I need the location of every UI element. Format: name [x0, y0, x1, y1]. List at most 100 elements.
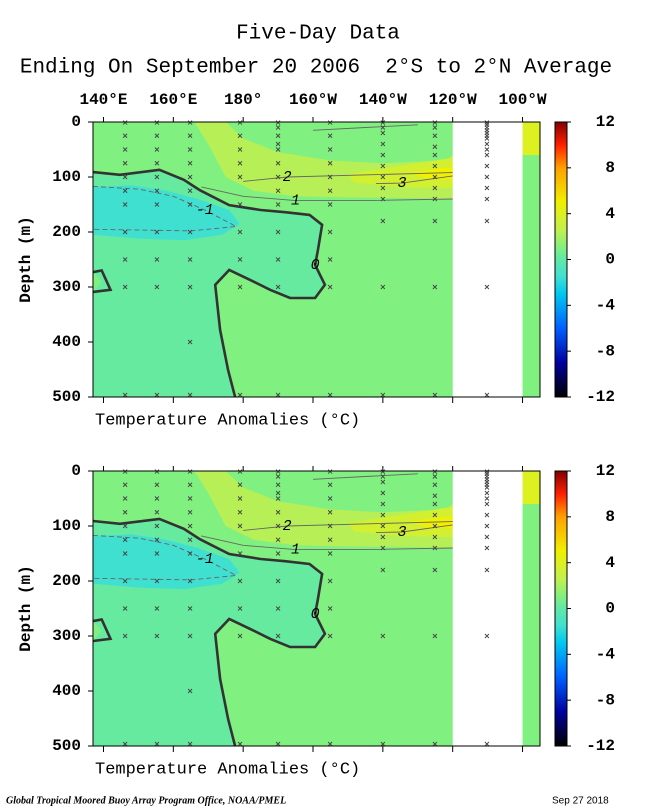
x-tick-label: 160°E	[149, 91, 197, 109]
sensor-mark	[237, 509, 243, 515]
sensor-mark	[122, 229, 128, 235]
sensor-mark	[187, 633, 193, 639]
sensor-mark	[380, 218, 386, 224]
sensor-mark	[275, 741, 281, 747]
sensor-mark	[275, 257, 281, 262]
sensor-mark	[237, 257, 243, 262]
sensor-mark	[275, 392, 281, 398]
sensor-mark	[187, 257, 193, 262]
contour-label: 1	[291, 542, 300, 559]
sensor-mark	[187, 496, 193, 501]
colorbar-tick-label: 4	[605, 554, 615, 572]
y-tick-label: 300	[52, 627, 81, 645]
sensor-mark	[327, 606, 333, 611]
sensor-mark	[432, 567, 438, 573]
sensor-mark	[154, 284, 160, 290]
sensor-mark	[237, 229, 243, 235]
sensor-mark	[187, 537, 193, 543]
colorbar-tick-label: -4	[596, 646, 616, 664]
sensor-mark	[275, 490, 281, 496]
sensor-mark	[187, 741, 193, 747]
sensor-mark	[122, 469, 128, 474]
sensor-mark	[237, 482, 243, 488]
sensor-mark	[237, 633, 243, 639]
sensor-mark	[484, 490, 490, 496]
sensor-mark	[122, 496, 128, 501]
sensor-mark	[237, 133, 243, 139]
sensor-mark	[484, 147, 490, 152]
sensor-mark	[154, 120, 160, 125]
sensor-mark	[327, 537, 333, 543]
sensor-mark	[432, 284, 438, 290]
sensor-mark	[154, 147, 160, 152]
sensor-mark	[122, 160, 128, 166]
sensor-mark	[484, 152, 490, 158]
sensor-mark	[154, 392, 160, 398]
sensor-mark	[380, 141, 386, 147]
sensor-mark	[275, 606, 281, 611]
sensor-mark	[484, 741, 490, 747]
sensor-mark	[432, 133, 438, 139]
sensor-mark	[327, 160, 333, 166]
contour-line	[93, 618, 113, 643]
sensor-mark	[380, 567, 386, 573]
sensor-mark	[380, 120, 386, 125]
sensor-mark	[275, 160, 281, 166]
sensor-mark	[275, 523, 281, 529]
contour-label: 2	[283, 169, 292, 186]
sensor-mark	[327, 188, 333, 194]
contour-label: 0	[311, 257, 320, 274]
sensor-mark	[122, 509, 128, 515]
sensor-mark	[327, 120, 333, 125]
colorbar-tick-label: -8	[596, 342, 615, 360]
sensor-mark	[237, 523, 243, 529]
anomaly-region	[93, 185, 240, 241]
contour-label: 3	[398, 175, 407, 192]
sensor-mark	[154, 606, 160, 611]
contour-line	[93, 168, 327, 397]
sensor-mark	[154, 257, 160, 262]
sensor-mark	[484, 174, 490, 180]
sensor-mark	[432, 633, 438, 639]
sensor-mark	[484, 185, 490, 191]
plot-area	[93, 122, 540, 397]
sensor-mark	[237, 392, 243, 398]
y-tick-label: 300	[52, 278, 81, 296]
sensor-mark	[187, 688, 193, 694]
sensor-mark	[327, 174, 333, 180]
contour-label: 0	[311, 606, 320, 623]
sensor-mark	[237, 741, 243, 747]
sensor-mark	[122, 606, 128, 611]
sensor-mark	[432, 218, 438, 224]
contour-line	[201, 186, 453, 202]
sensor-mark	[380, 152, 386, 158]
sensor-mark	[380, 125, 386, 130]
sensor-mark	[327, 133, 333, 139]
contour-line	[243, 172, 453, 182]
sensor-mark	[380, 741, 386, 747]
sensor-mark	[380, 474, 386, 479]
sensor-mark	[275, 633, 281, 639]
sensor-mark	[237, 120, 243, 125]
sensor-mark	[432, 163, 438, 169]
sensor-mark	[484, 485, 490, 490]
contour-label: 2	[283, 518, 292, 535]
plot-area	[93, 471, 540, 746]
sensor-mark	[275, 229, 281, 235]
sensor-mark	[432, 125, 438, 130]
sensor-mark	[432, 174, 438, 180]
colorbar-tick-label: -4	[596, 297, 616, 315]
sensor-mark	[237, 284, 243, 290]
sensor-mark	[432, 469, 438, 474]
sensor-mark	[154, 741, 160, 747]
sensor-mark	[432, 152, 438, 158]
sensor-mark	[187, 469, 193, 474]
sensor-mark	[484, 633, 490, 639]
colorbar-tick-label: 12	[596, 113, 615, 131]
sensor-mark	[380, 534, 386, 540]
sensor-mark	[380, 490, 386, 496]
title: Five-Day Data	[236, 23, 400, 46]
sensor-mark	[380, 523, 386, 529]
x-tick-label: 120°W	[429, 91, 477, 109]
y-tick-label: 500	[52, 388, 81, 406]
